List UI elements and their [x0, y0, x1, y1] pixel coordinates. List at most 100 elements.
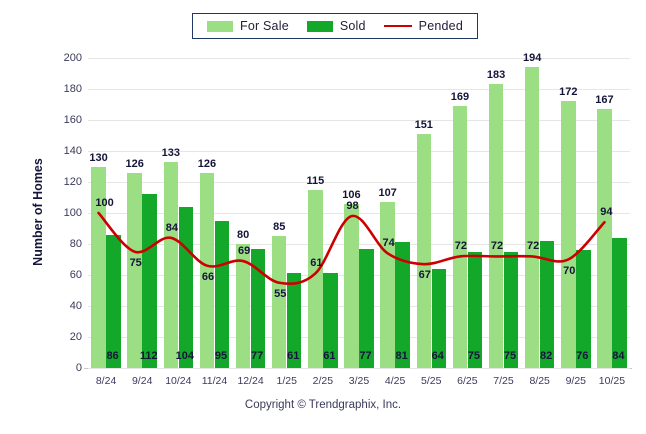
bar-for-sale[interactable] [597, 109, 612, 368]
bar-value-label-for-sale: 107 [378, 187, 397, 200]
bar-for-sale[interactable] [524, 67, 540, 368]
bar-sold[interactable] [431, 268, 446, 368]
bar-value-label-for-sale: 80 [236, 229, 250, 241]
bar-sold[interactable] [214, 220, 230, 368]
bar-value-label-for-sale: 106 [342, 188, 361, 201]
grid-line [88, 89, 630, 90]
bar-value-label-for-sale: 169 [450, 91, 470, 104]
legend-label: Pended [418, 19, 463, 33]
y-axis-tick-label: 80 [69, 238, 82, 250]
bar-sold[interactable] [106, 234, 121, 368]
bar-value-label-for-sale: 183 [486, 69, 506, 82]
bar-value-label-for-sale: 167 [595, 94, 614, 107]
bar-value-label-sold: 95 [214, 350, 228, 362]
bar-group: 183 75 7/25 [485, 58, 521, 387]
x-axis-tick-label: 7/25 [493, 375, 514, 387]
bar-value-label-sold: 77 [250, 350, 264, 362]
bar-value-label-sold: 76 [576, 350, 589, 362]
y-axis-tick-label: 40 [69, 300, 82, 312]
plot-area: 0 20 40 60 80 100 120 140 160 180 200 130 86 8/24 126 1… [64, 52, 632, 387]
x-axis-tick-label: 9/24 [131, 375, 153, 387]
line-value-label-pended: 84 [165, 221, 178, 234]
y-axis-tick-label: 0 [75, 362, 82, 374]
bar-value-label-for-sale: 115 [306, 174, 325, 187]
legend-item-for-sale[interactable]: For Sale [207, 19, 289, 33]
bar-for-sale[interactable] [271, 236, 287, 368]
grid-line [88, 58, 630, 59]
bar-value-label-sold: 104 [175, 350, 195, 362]
line-value-label-pended: 98 [346, 200, 359, 213]
x-axis-tick-label: 6/25 [457, 375, 478, 387]
bar-group: 106 77 3/25 [341, 58, 377, 387]
grid-line [88, 151, 630, 152]
bar-group: 85 61 1/25 [269, 58, 305, 387]
bar-value-label-sold: 61 [287, 350, 300, 362]
bar-for-sale[interactable] [488, 84, 504, 368]
copyright-text: Copyright © Trendgraphix, Inc. [244, 399, 402, 411]
bar-for-sale[interactable] [380, 202, 395, 368]
bar-for-sale[interactable] [452, 106, 468, 368]
legend-label: Sold [339, 19, 366, 33]
bar-value-label-sold: 77 [359, 350, 372, 362]
bar-for-sale[interactable] [235, 244, 251, 368]
line-value-label-pended: 61 [310, 257, 323, 270]
bar-value-label-sold: 112 [139, 350, 158, 362]
bar-for-sale[interactable] [163, 161, 179, 368]
bar-value-label-for-sale: 85 [273, 221, 286, 234]
bar-sold[interactable] [142, 194, 157, 368]
x-axis-tick-label: 11/24 [201, 375, 228, 387]
bar-value-label-sold: 64 [431, 350, 444, 362]
y-axis-tick-label: 200 [63, 52, 82, 64]
bar-value-label-for-sale: 130 [89, 151, 108, 164]
bar-group: 172 76 9/25 [558, 58, 594, 387]
bar-for-sale[interactable] [308, 189, 323, 368]
grid-line [88, 337, 630, 338]
bar-value-label-for-sale: 194 [522, 52, 542, 65]
legend-item-sold[interactable]: Sold [306, 19, 366, 33]
bar-sold[interactable] [612, 237, 627, 368]
line-value-label-pended: 74 [382, 237, 395, 250]
y-axis-tick-label: 60 [69, 269, 82, 281]
y-axis-tick-label: 160 [63, 114, 82, 126]
bar-group: 133 104 10/24 [160, 58, 196, 387]
bar-group: 80 77 12/24 [233, 58, 269, 387]
grid-line [88, 306, 630, 307]
chart-legend: For Sale Sold Pended [192, 13, 478, 39]
line-value-label-pended: 72 [527, 240, 540, 253]
x-axis-tick-label: 8/24 [95, 375, 117, 387]
bar-value-label-sold: 81 [395, 350, 408, 362]
y-axis-tick-label: 180 [63, 83, 82, 95]
square-swatch-icon [207, 20, 233, 32]
x-axis-tick-label: 3/25 [348, 375, 370, 387]
legend-item-pended[interactable]: Pended [383, 19, 463, 33]
bar-value-label-sold: 84 [612, 350, 625, 362]
line-value-label-pended: 69 [237, 245, 251, 258]
bar-for-sale[interactable] [127, 172, 142, 368]
line-value-label-pended: 72 [490, 240, 504, 253]
bar-sold[interactable] [286, 273, 302, 368]
bar-group: 130 86 8/24 [88, 58, 124, 387]
y-axis-tick-label: 100 [63, 207, 82, 219]
y-axis-tick-label: 120 [63, 176, 82, 188]
y-axis-title: Number of Homes [31, 158, 45, 266]
x-axis-tick-label: 5/25 [421, 375, 442, 387]
bar-for-sale[interactable] [561, 101, 576, 368]
line-value-label-pended: 67 [418, 269, 431, 282]
bar-for-sale[interactable] [344, 203, 359, 368]
bar-sold[interactable] [323, 273, 338, 368]
bar-value-label-for-sale: 172 [559, 86, 578, 99]
y-axis-tick-label: 140 [63, 145, 82, 157]
line-value-label-pended: 100 [95, 197, 114, 209]
bar-sold[interactable] [178, 206, 194, 368]
bar-group: 151 64 5/25 [413, 58, 449, 387]
grid-line [88, 182, 630, 183]
bar-value-label-sold: 75 [467, 350, 481, 362]
bar-for-sale[interactable] [416, 133, 431, 368]
line-value-label-pended: 70 [563, 264, 576, 277]
bar-value-label-for-sale: 126 [197, 157, 217, 170]
grid-line [88, 368, 630, 369]
bar-group: 167 84 10/25 [594, 58, 630, 387]
bar-sold[interactable] [539, 240, 555, 368]
bar-group: 126 95 11/24 [196, 58, 232, 387]
